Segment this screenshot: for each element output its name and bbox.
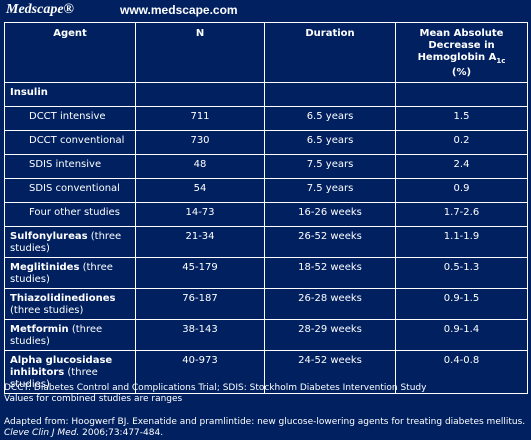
footnote: DCCT: Diabetes Control and Complications… [4, 383, 427, 393]
logo: Medscape® [6, 2, 74, 17]
cell: 26-28 weeks [264, 288, 396, 320]
cell: 76-187 [135, 288, 265, 320]
cell: 0.9 [395, 178, 528, 203]
cell: 18-52 weeks [264, 257, 396, 289]
column-header: Mean Absolute Decrease in Hemoglobin A1c… [395, 22, 528, 83]
cell [395, 82, 528, 107]
agent-name: Meglitinides [10, 262, 80, 273]
cell: 14-73 [135, 202, 265, 227]
header-unit: (%) [451, 67, 472, 78]
cell: 1.5 [395, 106, 528, 131]
column-header: Duration [264, 22, 396, 83]
cell: 48 [135, 154, 265, 179]
cell: 0.4-0.8 [395, 350, 528, 394]
header-row: Agent N Duration Mean Absolute Decrease … [4, 22, 528, 83]
cell: 16-26 weeks [264, 202, 396, 227]
cell: DCCT conventional [4, 130, 136, 155]
cell: 0.9-1.5 [395, 288, 528, 320]
cell [264, 82, 396, 107]
agent-note: (three studies) [10, 305, 84, 316]
source: Adapted from: Hoogwerf BJ. Exenatide and… [4, 417, 527, 439]
cell: 7.5 years [264, 178, 396, 203]
header-text: Mean Absolute Decrease in Hemoglobin A [417, 28, 504, 63]
row: Meglitinides (three studies) 45-179 18-52 … [4, 257, 528, 289]
column-header: N [135, 22, 265, 83]
cell: SDIS intensive [4, 154, 136, 179]
agent-note: (three studies) [10, 262, 113, 285]
cell: Insulin [4, 82, 136, 107]
agent-name: Alpha glucosidase inhibitors [10, 355, 113, 378]
cell: 6.5 years [264, 130, 396, 155]
footnotes: DCCT: Diabetes Control and Complications… [4, 383, 527, 405]
row: Thiazolidinediones (three studies) 76-187… [4, 288, 528, 320]
agent-name: Sulfonylureas [10, 231, 88, 242]
cell: 40-973 [135, 350, 265, 394]
cell: Sulfonylureas (three studies) [4, 226, 136, 258]
cell: SDIS conventional [4, 178, 136, 203]
cell: 0.2 [395, 130, 528, 155]
cell: 21-34 [135, 226, 265, 258]
cell: 7.5 years [264, 154, 396, 179]
table: Agent N Duration Mean Absolute Decrease … [4, 22, 528, 394]
agent-name: Metformin [10, 324, 69, 335]
cell: 28-29 weeks [264, 319, 396, 351]
agent-name: Thiazolidinediones [10, 293, 116, 304]
cell: 1.7-2.6 [395, 202, 528, 227]
cell: 38-143 [135, 319, 265, 351]
row: SDIS intensive 48 7.5 years 2.4 [4, 154, 528, 179]
cell: Thiazolidinediones (three studies) [4, 288, 136, 320]
agent-note: (three studies) [10, 231, 122, 254]
header: Medscape® www.medscape.com [0, 0, 531, 19]
cell: 45-179 [135, 257, 265, 289]
cell: 711 [135, 106, 265, 131]
cell: 0.5-1.3 [395, 257, 528, 289]
journal: Cleve Clin J Med. [4, 428, 80, 438]
cell: DCCT intensive [4, 106, 136, 131]
cell: 6.5 years [264, 106, 396, 131]
column-header: Agent [4, 22, 136, 83]
agent-note: (three studies) [10, 367, 98, 390]
cell: 730 [135, 130, 265, 155]
row: DCCT conventional 730 6.5 years 0.2 [4, 130, 528, 155]
cell: Alpha glucosidase inhibitors (three stud… [4, 350, 136, 394]
cell: 2.4 [395, 154, 528, 179]
cell: Meglitinides (three studies) [4, 257, 136, 289]
cell: 26-52 weeks [264, 226, 396, 258]
citation: 2006;73:477-484. [82, 428, 164, 438]
url[interactable]: www.medscape.com [120, 3, 238, 17]
source-text: Adapted from: Hoogwerf BJ. Exenatide and… [4, 417, 526, 427]
group-row: Insulin [4, 82, 528, 107]
cell: 0.9-1.4 [395, 319, 528, 351]
row: Four other studies 14-73 16-26 weeks 1.7-2.… [4, 202, 528, 227]
agent-note: (three studies) [10, 324, 103, 347]
cell: Four other studies [4, 202, 136, 227]
row: Metformin (three studies) 38-143 28-29 wee… [4, 319, 528, 351]
row: Sulfonylureas (three studies) 21-34 26-52 … [4, 226, 528, 258]
cell: Metformin (three studies) [4, 319, 136, 351]
row: SDIS conventional 54 7.5 years 0.9 [4, 178, 528, 203]
group-label: Insulin [10, 87, 48, 98]
footnote: Values for combined studies are ranges [4, 394, 183, 404]
cell [135, 82, 265, 107]
table-body: Insulin DCCT intensive 711 6.5 years 1.5 DCCT… [4, 82, 528, 394]
cell: 1.1-1.9 [395, 226, 528, 258]
cell: 54 [135, 178, 265, 203]
row: Alpha glucosidase inhibitors (three stud… [4, 350, 528, 394]
subscript: 1c [496, 57, 506, 65]
row: DCCT intensive 711 6.5 years 1.5 [4, 106, 528, 131]
cell: 24-52 weeks [264, 350, 396, 394]
